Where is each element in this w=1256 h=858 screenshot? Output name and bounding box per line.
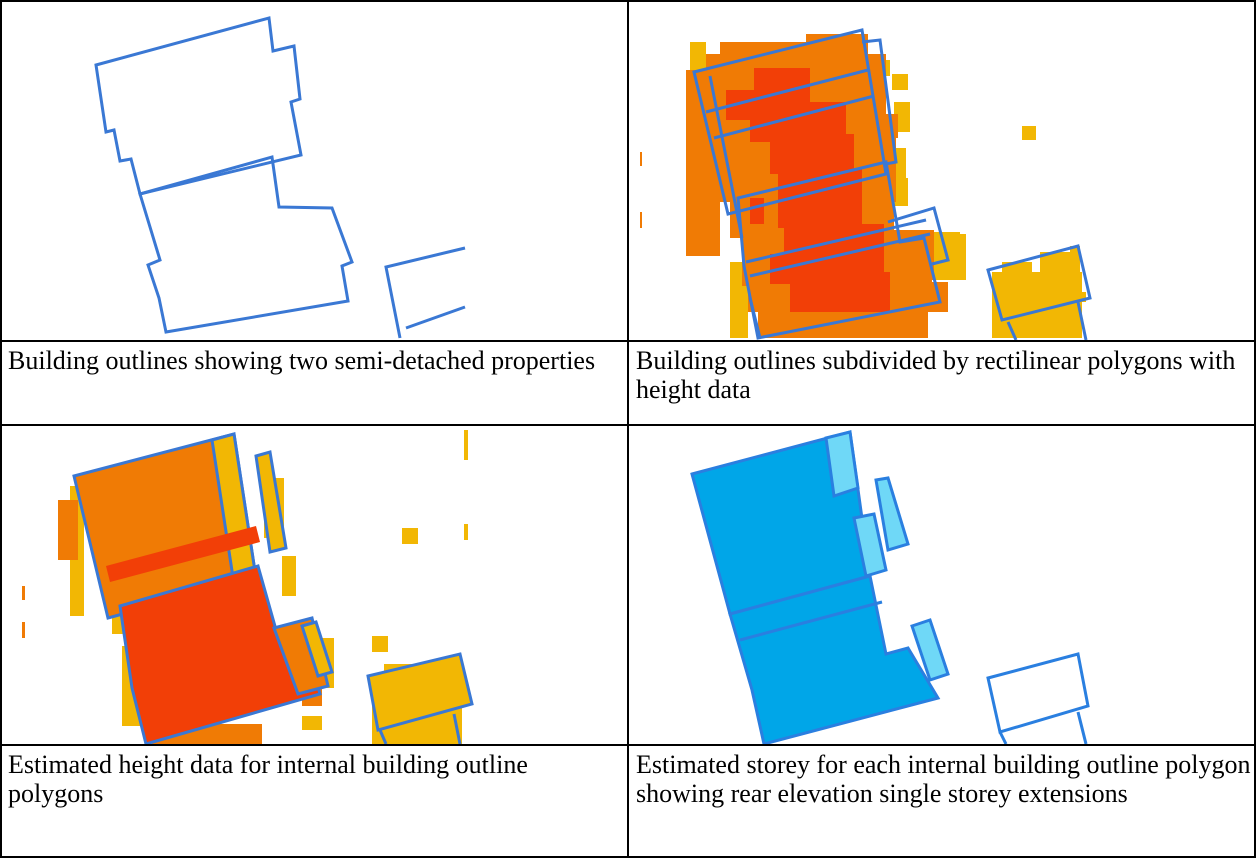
caption-outlines: Building outlines showing two semi-detac… (8, 346, 596, 375)
panel-outlines (2, 2, 626, 340)
south-extension-polygon (300, 620, 334, 678)
north-single-storey-lower (852, 512, 888, 578)
neighbour-outline (986, 244, 1092, 322)
caption-estimated-height: Estimated height data for internal build… (8, 750, 528, 808)
estimated-storey-map (690, 430, 1090, 744)
estimated-height-polygons (72, 432, 474, 744)
south-block-outline (736, 160, 942, 340)
north-block-outline (692, 28, 888, 216)
subdivision-outlines (692, 28, 1092, 340)
neighbour-outline (986, 652, 1090, 734)
storey-polygons (690, 430, 1090, 744)
outline-map (94, 16, 466, 339)
caption-subdivided-height: Building outlines subdivided by rectilin… (636, 346, 1236, 404)
south-single-storey-ext (910, 618, 950, 682)
north-extension-polygon (254, 450, 288, 554)
table-column-divider (627, 0, 629, 858)
neighbour-polygon (366, 652, 474, 732)
table-border-left (0, 0, 2, 858)
north-side-band (106, 526, 260, 582)
building-north-outline (94, 16, 303, 196)
height-raster-cells (640, 34, 1086, 338)
table-border-right (1254, 0, 1256, 858)
building-south-outline (138, 155, 354, 334)
estimated-height-map (22, 430, 474, 744)
panel-subdivided-height (630, 2, 1254, 340)
north-single-storey-rear (824, 430, 860, 498)
south-two-storey-polygon (728, 574, 941, 744)
north-single-storey-side (874, 476, 910, 552)
caption-estimated-storey: Estimated storey for each internal build… (636, 750, 1251, 808)
panel-estimated-storey (630, 426, 1254, 744)
panel-estimated-height (2, 426, 626, 744)
neighbour-building-outline (384, 246, 466, 339)
height-raster-map (640, 28, 1092, 340)
